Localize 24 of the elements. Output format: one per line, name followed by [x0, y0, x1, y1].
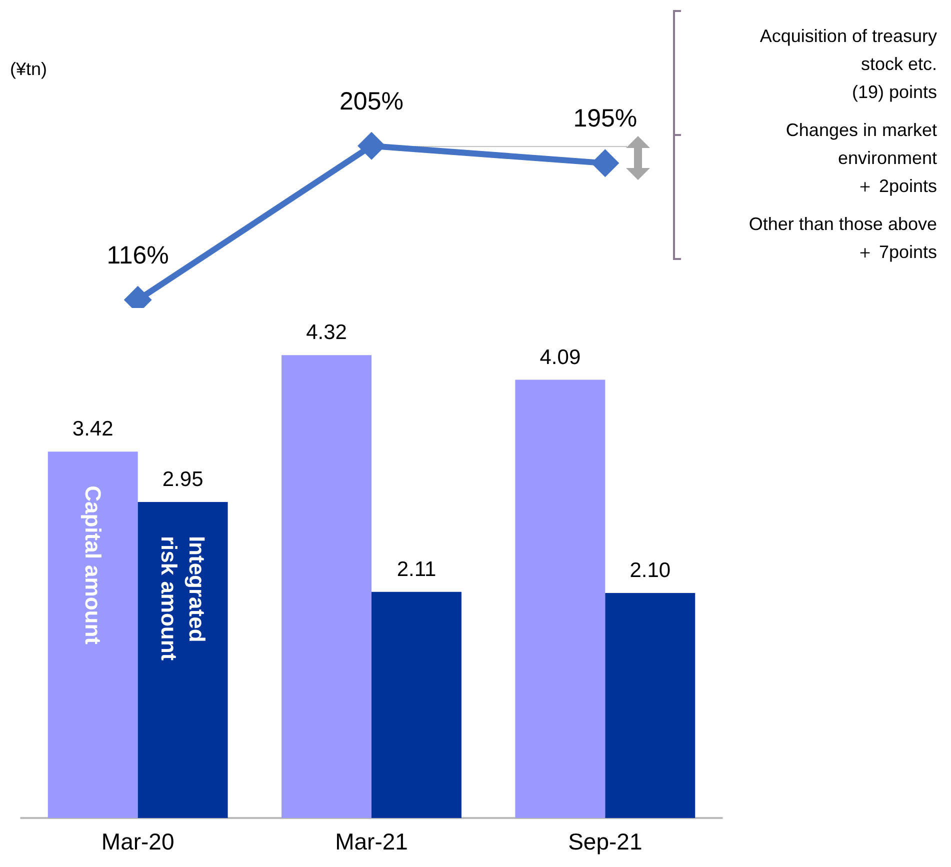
data-label: 2.95	[162, 468, 204, 491]
data-label: 4.09	[540, 346, 581, 369]
bar	[605, 593, 696, 818]
series-label: Integrated risk amount	[156, 536, 210, 662]
text: Other than those above ＋ 7points	[748, 214, 937, 262]
bar	[282, 355, 372, 818]
text: Acquisition of treasury stock etc. (19) points	[760, 26, 937, 102]
data-label: 116%	[106, 241, 169, 270]
data-label: 205%	[340, 87, 404, 116]
data-label: 195%	[573, 104, 638, 133]
data-label: 2.10	[630, 559, 671, 582]
series-label: Capital amount	[80, 486, 106, 646]
data-label: 2.11	[396, 558, 436, 581]
bar	[48, 452, 138, 818]
x-tick-label: Mar-21	[335, 828, 408, 854]
bar	[138, 502, 228, 818]
text: (¥tn)	[10, 59, 48, 79]
text: Changes in market environment ＋ 2points	[786, 120, 937, 196]
bar	[515, 380, 606, 818]
x-tick-label: Sep-21	[568, 828, 642, 854]
data-label: 4.32	[306, 321, 347, 344]
bar	[372, 592, 462, 818]
data-label: 3.42	[72, 418, 114, 441]
x-tick-label: Mar-20	[101, 828, 174, 854]
